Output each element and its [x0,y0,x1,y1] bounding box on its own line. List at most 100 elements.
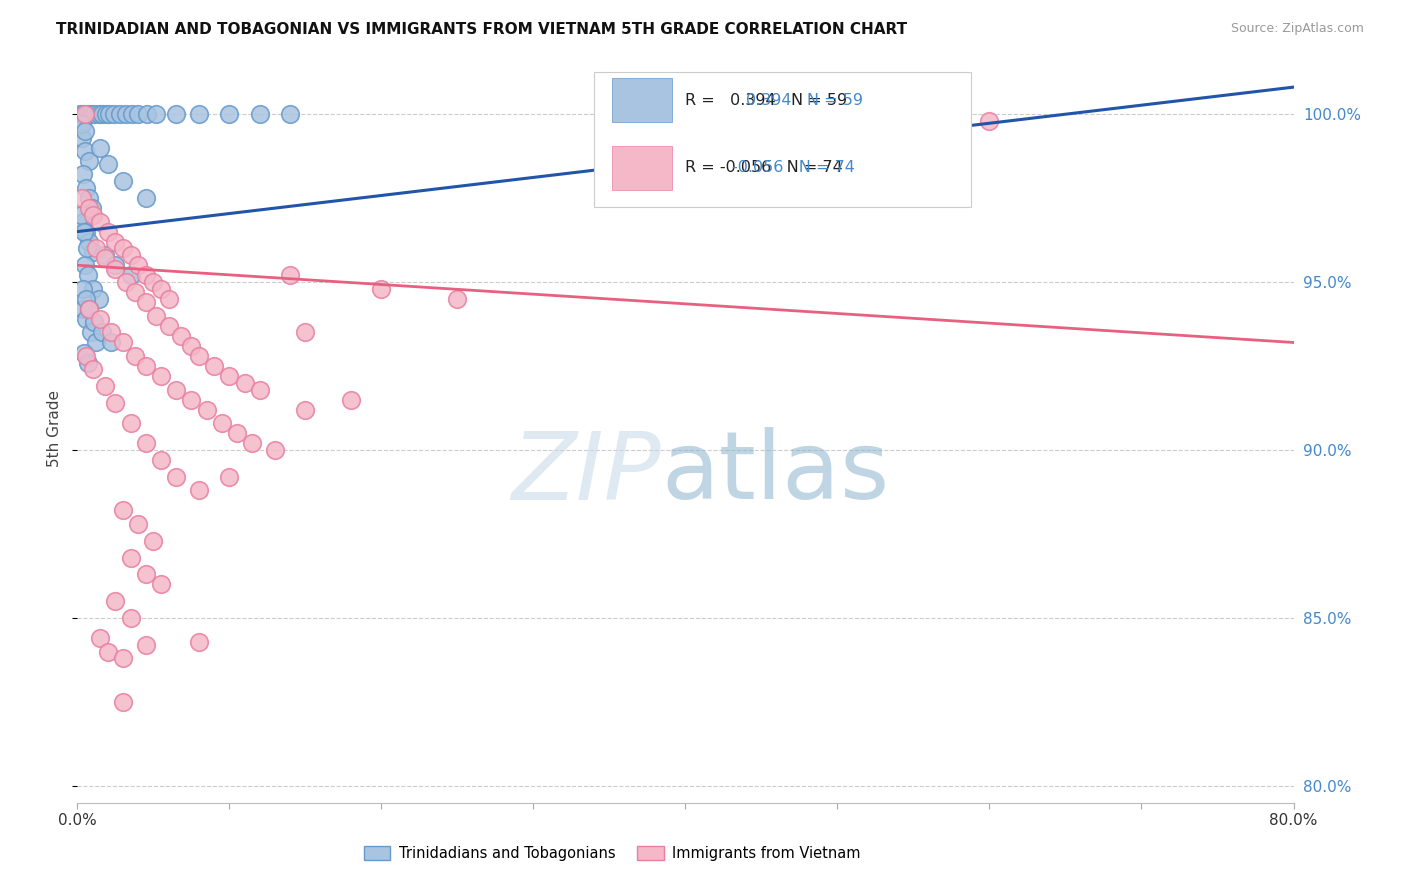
Point [195,402,218,417]
Point [135,567,157,582]
Point [165,470,187,484]
Point [69,107,91,121]
Point [135,191,157,205]
Point [145,309,167,323]
Point [93,379,115,393]
Point [124,285,146,299]
Point [70,191,93,205]
Point [77,191,100,205]
Point [80,201,103,215]
Point [145,107,167,121]
Point [111,174,134,188]
Point [218,107,240,121]
Point [111,651,134,665]
Point [111,503,134,517]
Point [89,312,111,326]
Point [127,258,149,272]
Point [294,326,316,340]
Point [73,225,96,239]
Point [73,124,96,138]
Point [104,594,127,608]
Point [120,416,142,430]
Point [264,442,287,457]
Point [93,248,115,262]
Point [979,113,1001,128]
Point [98,107,121,121]
Point [77,268,100,283]
Point [93,252,115,266]
Point [240,436,263,450]
Point [73,107,96,121]
Text: R =   0.394   N = 59: R = 0.394 N = 59 [686,93,848,108]
Point [89,631,111,645]
Point [77,107,100,121]
Point [127,107,149,121]
Point [165,383,187,397]
Point [75,225,97,239]
Point [104,258,127,272]
Point [87,292,110,306]
FancyBboxPatch shape [613,145,672,190]
Point [115,275,138,289]
Point [120,550,142,565]
Point [90,326,112,340]
Point [218,470,240,484]
Point [142,275,165,289]
Point [115,107,138,121]
Point [120,268,142,283]
Text: atlas: atlas [661,427,890,519]
Text: ZIP: ZIP [512,427,661,518]
Point [136,107,159,121]
Point [84,335,107,350]
Point [149,282,172,296]
Point [278,107,301,121]
Point [97,157,120,171]
Point [72,107,94,121]
Point [446,292,468,306]
Point [79,235,101,249]
Point [70,130,93,145]
Point [180,392,202,407]
Point [83,107,105,121]
FancyBboxPatch shape [613,78,672,122]
Point [188,634,211,648]
Point [77,356,100,370]
Point [82,244,104,259]
Point [72,282,94,296]
Point [127,516,149,531]
Point [96,107,118,121]
Point [79,201,101,215]
Point [165,107,187,121]
Text: R = -0.056   N = 74: R = -0.056 N = 74 [686,161,844,176]
Point [121,107,143,121]
Point [76,241,98,255]
Text: TRINIDADIAN AND TOBAGONIAN VS IMMIGRANTS FROM VIETNAM 5TH GRADE CORRELATION CHAR: TRINIDADIAN AND TOBAGONIAN VS IMMIGRANTS… [56,22,907,37]
Point [82,362,104,376]
Point [188,107,211,121]
Point [100,326,122,340]
Point [89,214,111,228]
Point [370,282,392,296]
Point [72,214,94,228]
Point [233,376,256,390]
Point [340,392,363,407]
Point [226,426,249,441]
Point [211,416,233,430]
Point [111,335,134,350]
Point [249,383,271,397]
Point [278,268,301,283]
Point [83,315,105,329]
Point [87,107,110,121]
Point [104,235,127,249]
Point [75,292,97,306]
Point [104,396,127,410]
Point [82,208,104,222]
Legend: Trinidadians and Tobagonians, Immigrants from Vietnam: Trinidadians and Tobagonians, Immigrants… [359,840,866,867]
Point [75,312,97,326]
Y-axis label: 5th Grade: 5th Grade [46,390,62,467]
Point [103,107,125,121]
Point [82,282,104,296]
Point [75,181,97,195]
Point [80,107,103,121]
Text: -0.056   N = 74: -0.056 N = 74 [731,161,855,176]
